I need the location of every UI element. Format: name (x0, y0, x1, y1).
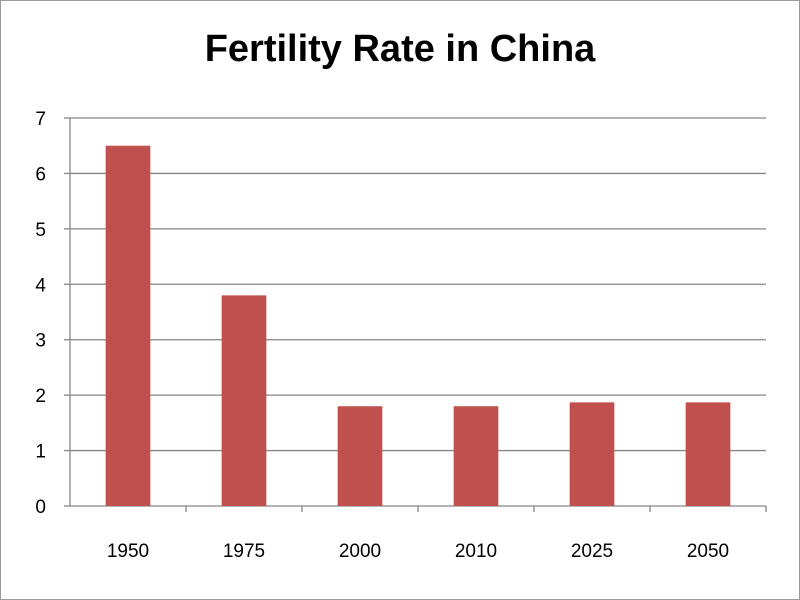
y-tick-label-6: 6 (35, 164, 46, 185)
x-tick-label-1950: 1950 (107, 541, 149, 562)
chart-title: Fertility Rate in China (204, 28, 596, 70)
x-tick-label-1975: 1975 (223, 541, 265, 562)
bar-2050 (685, 402, 731, 506)
x-tick-label-2010: 2010 (455, 541, 497, 562)
y-tick-label-1: 1 (35, 442, 46, 463)
axes (64, 117, 767, 512)
y-tick-label-3: 3 (35, 331, 46, 352)
gridlines (70, 117, 766, 452)
y-tick-label-0: 0 (35, 497, 46, 518)
x-tick-label-2050: 2050 (687, 541, 729, 562)
x-tick-labels: 1950 1975 2000 2010 2025 2050 (107, 541, 729, 562)
bar-2010 (453, 406, 499, 506)
bar-2000 (337, 406, 383, 506)
bar-1950 (105, 145, 151, 506)
y-tick-label-7: 7 (35, 109, 46, 130)
y-tick-labels: 0 1 2 3 4 5 6 7 (35, 109, 46, 518)
x-tick-label-2025: 2025 (571, 541, 613, 562)
bar-2025 (569, 402, 615, 506)
bar-1975 (221, 295, 267, 506)
x-tick-label-2000: 2000 (339, 541, 381, 562)
y-tick-label-4: 4 (35, 275, 46, 296)
y-tick-label-5: 5 (35, 220, 46, 241)
bars (105, 145, 731, 506)
y-tick-label-2: 2 (35, 386, 46, 407)
